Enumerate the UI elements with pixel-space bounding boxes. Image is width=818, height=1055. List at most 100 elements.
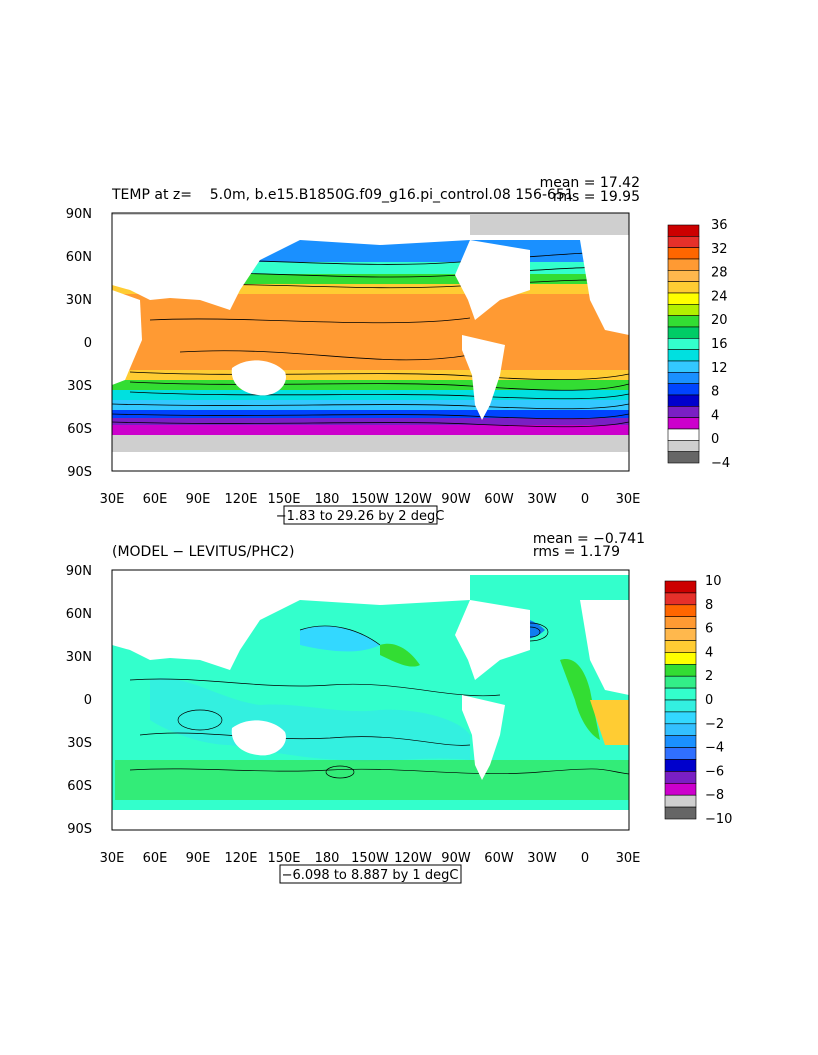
colorbar-tick-label: 12	[711, 361, 728, 376]
colorbar-tick-label: 2	[705, 669, 713, 684]
diff-y-tick-label: 30N	[66, 650, 92, 665]
colorbar-swatch	[664, 735, 697, 748]
temp-x-tick-label: 30W	[527, 492, 557, 507]
temp-y-tick-label: 60N	[66, 250, 92, 265]
band-antarctic-ice	[112, 435, 629, 455]
diff-x-tick-label: 60E	[143, 851, 168, 866]
diff-map-frame	[111, 569, 630, 831]
temp-panel: mean = 17.42 rms = 19.95 TEMP at z= 5.0m…	[66, 175, 730, 525]
colorbar-tick-label: −6	[705, 764, 724, 779]
diff-range-label: −6.098 to 8.887 by 1 degC	[282, 868, 459, 883]
temp-x-tick-label: 0	[581, 492, 589, 507]
temp-x-tick-label: 90E	[186, 492, 211, 507]
diff-panel-title: (MODEL − LEVITUS/PHC2)	[112, 544, 295, 560]
colorbar-swatch	[664, 687, 697, 701]
colorbar-tick-label: 24	[711, 289, 728, 304]
colorbar-swatch	[664, 747, 697, 760]
australia	[231, 720, 286, 756]
cool-region	[150, 677, 470, 762]
colorbar-swatch	[664, 759, 697, 772]
colorbar-tick-label: 8	[705, 598, 713, 613]
diff-range-box	[279, 864, 462, 884]
diff-x-tick-label: 30E	[100, 851, 125, 866]
south-america	[462, 335, 505, 420]
temp-y-tick-label: 30S	[67, 379, 92, 394]
colorbar-tick-label: −4	[711, 456, 730, 471]
diff-x-tick-label: 30E	[616, 851, 641, 866]
temp-x-tick-label: 150E	[267, 492, 300, 507]
colorbar-swatch	[664, 592, 697, 606]
bias-area	[115, 760, 629, 800]
diff-x-tick-label: 150W	[351, 851, 389, 866]
colorbar-swatch	[667, 338, 700, 350]
colorbar-tick-label: −10	[705, 812, 732, 827]
colorbar-swatch	[667, 406, 700, 418]
colorbar-tick-label: −4	[705, 741, 724, 756]
bias-area	[590, 700, 629, 745]
diff-x-tick-label: 120W	[394, 851, 432, 866]
temp-map-frame	[111, 212, 630, 472]
diff-x-tick-label: 120E	[224, 851, 257, 866]
colorbar-tick-label: 0	[705, 693, 713, 708]
diff-panel: (MODEL − LEVITUS/PHC2) mean = −0.741 rms…	[66, 531, 732, 884]
colorbar-swatch	[664, 604, 697, 617]
colorbar-tick-label: 16	[711, 337, 728, 352]
colorbar-swatch	[664, 580, 697, 594]
colorbar-swatch	[667, 349, 700, 362]
colorbar-swatch	[664, 652, 697, 665]
temp-range-box	[283, 505, 438, 525]
diff-y-tick-label: 90N	[66, 564, 92, 579]
temp-rms-label: rms = 19.95	[553, 189, 640, 205]
asia	[112, 575, 470, 670]
colorbar-swatch	[664, 806, 697, 820]
colorbar-swatch	[664, 794, 697, 808]
colorbar-swatch	[664, 782, 697, 796]
colorbar-swatch	[664, 675, 697, 689]
colorbar-swatch	[667, 258, 700, 271]
temp-map	[112, 213, 629, 471]
bias-area	[300, 625, 380, 652]
colorbar-tick-label: 6	[705, 622, 713, 637]
colorbar-tick-label: 32	[711, 242, 728, 257]
colorbar-swatch	[667, 315, 700, 328]
europe-africa-west	[580, 240, 629, 335]
colorbar-tick-label: 4	[705, 645, 713, 660]
diff-y-axis: 90N 60N 30N 0 30S 60S 90S	[66, 564, 92, 837]
colorbar-swatch	[667, 417, 700, 430]
colorbar-swatch	[667, 360, 700, 373]
land-masses	[112, 575, 629, 780]
diff-y-tick-label: 0	[84, 693, 92, 708]
colorbar-swatch	[667, 326, 700, 339]
colorbar-swatch	[664, 699, 697, 713]
temp-range-label: −1.83 to 29.26 by 2 degC	[276, 509, 445, 524]
colorbar-tick-label: 20	[711, 313, 728, 328]
temp-colorbar: 36 32 28 24 20 16 12 8 4 0 −4	[667, 218, 730, 471]
colorbar-swatch	[664, 616, 697, 629]
colorbar-swatch	[667, 440, 700, 452]
colorbar-tick-label: 8	[711, 385, 719, 400]
temp-x-tick-label: 150W	[351, 492, 389, 507]
colorbar-swatch	[667, 236, 700, 248]
diff-x-tick-label: 0	[581, 851, 589, 866]
diff-y-tick-label: 90S	[67, 822, 92, 837]
africa-east	[112, 290, 142, 385]
diff-x-tick-label: 90W	[441, 851, 471, 866]
colorbar-swatch	[667, 451, 700, 464]
colorbar-swatch	[667, 270, 700, 282]
diff-x-axis: 30E 60E 90E 120E 150E 180 150W 120W 90W …	[100, 851, 641, 866]
north-america	[455, 600, 530, 680]
diff-map	[112, 570, 629, 830]
temp-x-tick-label: 60E	[143, 492, 168, 507]
colorbar-tick-label: 36	[711, 218, 728, 233]
diff-x-tick-label: 30W	[527, 851, 557, 866]
colorbar-swatch	[667, 224, 700, 237]
warm-region	[380, 643, 420, 667]
colorbar-swatch	[667, 428, 700, 441]
south-america	[462, 695, 505, 780]
colorbar-swatch	[667, 304, 700, 316]
temp-x-axis: 30E 60E 90E 120E 150E 180 150W 120W 90W …	[100, 492, 641, 507]
europe-africa-west	[580, 600, 629, 695]
colorbar-swatch	[664, 771, 697, 784]
diff-x-tick-label: 150E	[267, 851, 300, 866]
